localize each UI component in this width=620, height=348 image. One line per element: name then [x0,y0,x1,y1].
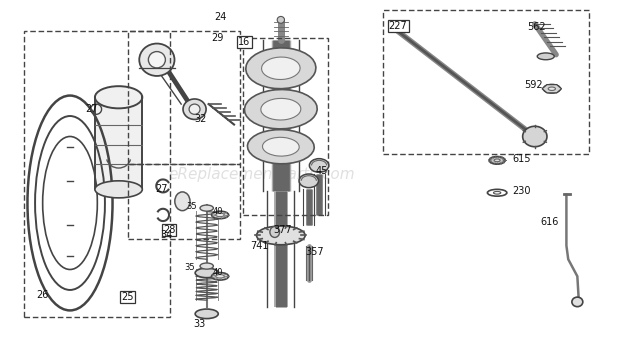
Text: 35: 35 [184,263,195,272]
Text: 592: 592 [525,80,543,90]
Text: 741: 741 [250,240,268,251]
Ellipse shape [262,137,299,156]
Text: 27: 27 [155,184,167,194]
Ellipse shape [247,130,314,164]
Ellipse shape [244,89,317,129]
Text: eReplacementParts.com: eReplacementParts.com [168,166,355,182]
Ellipse shape [195,268,218,278]
Text: 33: 33 [193,319,206,329]
Text: 35: 35 [186,202,197,211]
Ellipse shape [261,98,301,120]
Ellipse shape [543,85,560,93]
Bar [95,97,143,189]
Ellipse shape [309,159,329,172]
Ellipse shape [211,211,229,219]
Ellipse shape [523,126,547,147]
Ellipse shape [489,157,505,164]
Text: 16: 16 [238,37,250,47]
Ellipse shape [189,104,200,114]
Text: 28: 28 [163,225,175,235]
Ellipse shape [195,309,218,319]
Text: 32: 32 [195,114,207,125]
Text: 34: 34 [160,230,172,240]
Bar [128,31,240,164]
Ellipse shape [538,53,554,60]
Text: 26: 26 [37,290,49,300]
Bar [243,38,328,215]
Ellipse shape [257,226,305,245]
Text: 616: 616 [541,217,559,227]
Text: 562: 562 [527,22,546,32]
Text: 357: 357 [306,247,324,258]
Ellipse shape [277,16,285,23]
Text: 40: 40 [213,268,223,277]
Ellipse shape [262,57,300,79]
Bar [24,31,171,317]
Ellipse shape [572,297,583,307]
Text: 29: 29 [211,33,223,42]
Ellipse shape [95,181,143,198]
Ellipse shape [200,205,213,211]
Text: 230: 230 [512,186,531,196]
Text: 25: 25 [122,292,134,302]
Text: 227: 227 [389,21,407,31]
Bar [383,10,590,153]
Ellipse shape [216,213,224,216]
Polygon shape [542,85,562,93]
Bar [128,164,240,239]
Ellipse shape [270,227,280,237]
Ellipse shape [246,48,316,89]
Text: 377: 377 [273,225,292,235]
Ellipse shape [200,263,213,269]
Text: 45: 45 [316,166,329,176]
Ellipse shape [548,87,556,90]
Ellipse shape [175,192,190,211]
Ellipse shape [494,159,500,162]
Text: 27: 27 [85,104,97,114]
Ellipse shape [183,99,206,119]
Ellipse shape [211,272,229,280]
Ellipse shape [299,174,319,188]
Text: 40: 40 [213,207,223,216]
Ellipse shape [494,191,501,194]
Text: 24: 24 [214,12,226,22]
Text: 615: 615 [512,154,531,164]
Ellipse shape [140,44,174,76]
Ellipse shape [148,52,166,68]
Ellipse shape [95,86,143,108]
Ellipse shape [216,275,224,278]
